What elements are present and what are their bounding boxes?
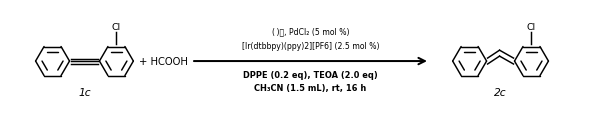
- Text: [Ir(dtbbpy)(ppy)2][PF6] (2.5 mol %): [Ir(dtbbpy)(ppy)2][PF6] (2.5 mol %): [242, 41, 379, 50]
- Text: CH₃CN (1.5 mL), rt, 16 h: CH₃CN (1.5 mL), rt, 16 h: [254, 84, 367, 92]
- Text: Cl: Cl: [112, 23, 121, 32]
- Text: 2c: 2c: [494, 87, 507, 97]
- Text: 1c: 1c: [78, 87, 91, 97]
- Text: + HCOOH: + HCOOH: [139, 56, 188, 66]
- Text: Cl: Cl: [527, 23, 536, 32]
- Text: ( )光, PdCl₂ (5 mol %): ( )光, PdCl₂ (5 mol %): [272, 28, 349, 36]
- Text: DPPE (0.2 eq), TEOA (2.0 eq): DPPE (0.2 eq), TEOA (2.0 eq): [243, 71, 378, 80]
